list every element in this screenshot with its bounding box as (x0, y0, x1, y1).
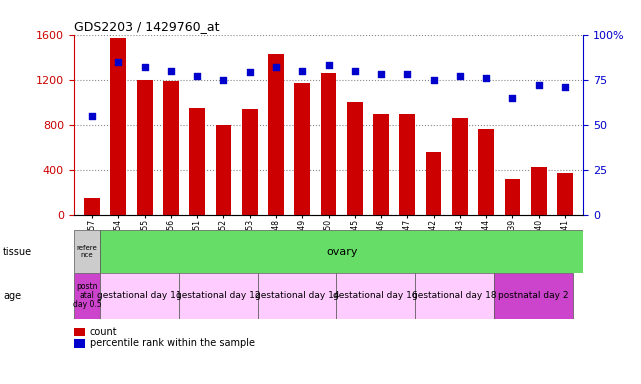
Bar (415, 273, 494, 319)
Bar (215, 125, 231, 215)
Bar (110, 38, 126, 215)
Text: gestational day 12: gestational day 12 (176, 291, 260, 300)
Point (324, 62, 334, 68)
Point (113, 59, 124, 65)
Text: percentile rank within the sample: percentile rank within the sample (90, 338, 254, 348)
Point (454, 73, 465, 79)
Point (533, 82, 544, 88)
Bar (74, 273, 100, 319)
Point (507, 95, 517, 101)
Text: gestational day 14: gestational day 14 (254, 291, 339, 300)
Bar (242, 109, 258, 215)
Bar (557, 173, 573, 215)
Text: postnatal day 2: postnatal day 2 (498, 291, 569, 300)
Point (349, 68, 360, 74)
Bar (189, 108, 205, 215)
Text: postn
atal
day 0.5: postn atal day 0.5 (72, 282, 101, 309)
Text: GDS2203 / 1429760_at: GDS2203 / 1429760_at (74, 20, 219, 33)
Point (297, 68, 308, 74)
Text: gestational day 11: gestational day 11 (97, 291, 181, 300)
Bar (373, 114, 389, 215)
Point (560, 84, 570, 90)
Bar (100, 273, 179, 319)
Bar (478, 129, 494, 215)
Bar (179, 273, 258, 319)
Bar (494, 273, 573, 319)
Point (245, 70, 255, 76)
Bar (347, 102, 363, 215)
Bar (504, 179, 520, 215)
Bar (399, 114, 415, 215)
Text: age: age (3, 291, 21, 301)
Text: refere
nce: refere nce (76, 245, 97, 258)
Bar (163, 81, 179, 215)
Point (87, 113, 97, 119)
Point (402, 71, 412, 77)
Bar (258, 273, 337, 319)
Text: tissue: tissue (3, 247, 32, 257)
Bar (84, 197, 100, 215)
Point (376, 71, 386, 77)
Text: gestational day 16: gestational day 16 (333, 291, 418, 300)
Bar (426, 152, 442, 215)
Bar (74, 230, 100, 273)
Point (428, 77, 438, 83)
Bar (320, 73, 337, 215)
Point (140, 64, 150, 70)
Bar (137, 80, 153, 215)
Point (219, 77, 229, 83)
Bar (531, 167, 547, 215)
Text: gestational day 18: gestational day 18 (412, 291, 497, 300)
Bar (268, 54, 284, 215)
Point (166, 68, 176, 74)
Text: count: count (90, 327, 117, 337)
Text: ovary: ovary (326, 247, 358, 257)
Point (271, 64, 281, 70)
Bar (294, 83, 310, 215)
Point (481, 75, 491, 81)
Bar (452, 118, 468, 215)
Point (192, 73, 203, 79)
Bar (337, 273, 415, 319)
